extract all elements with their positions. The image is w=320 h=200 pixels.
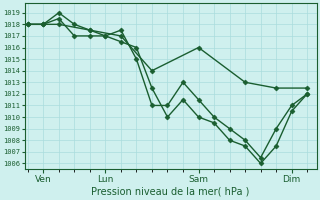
X-axis label: Pression niveau de la mer( hPa ): Pression niveau de la mer( hPa )	[92, 187, 250, 197]
